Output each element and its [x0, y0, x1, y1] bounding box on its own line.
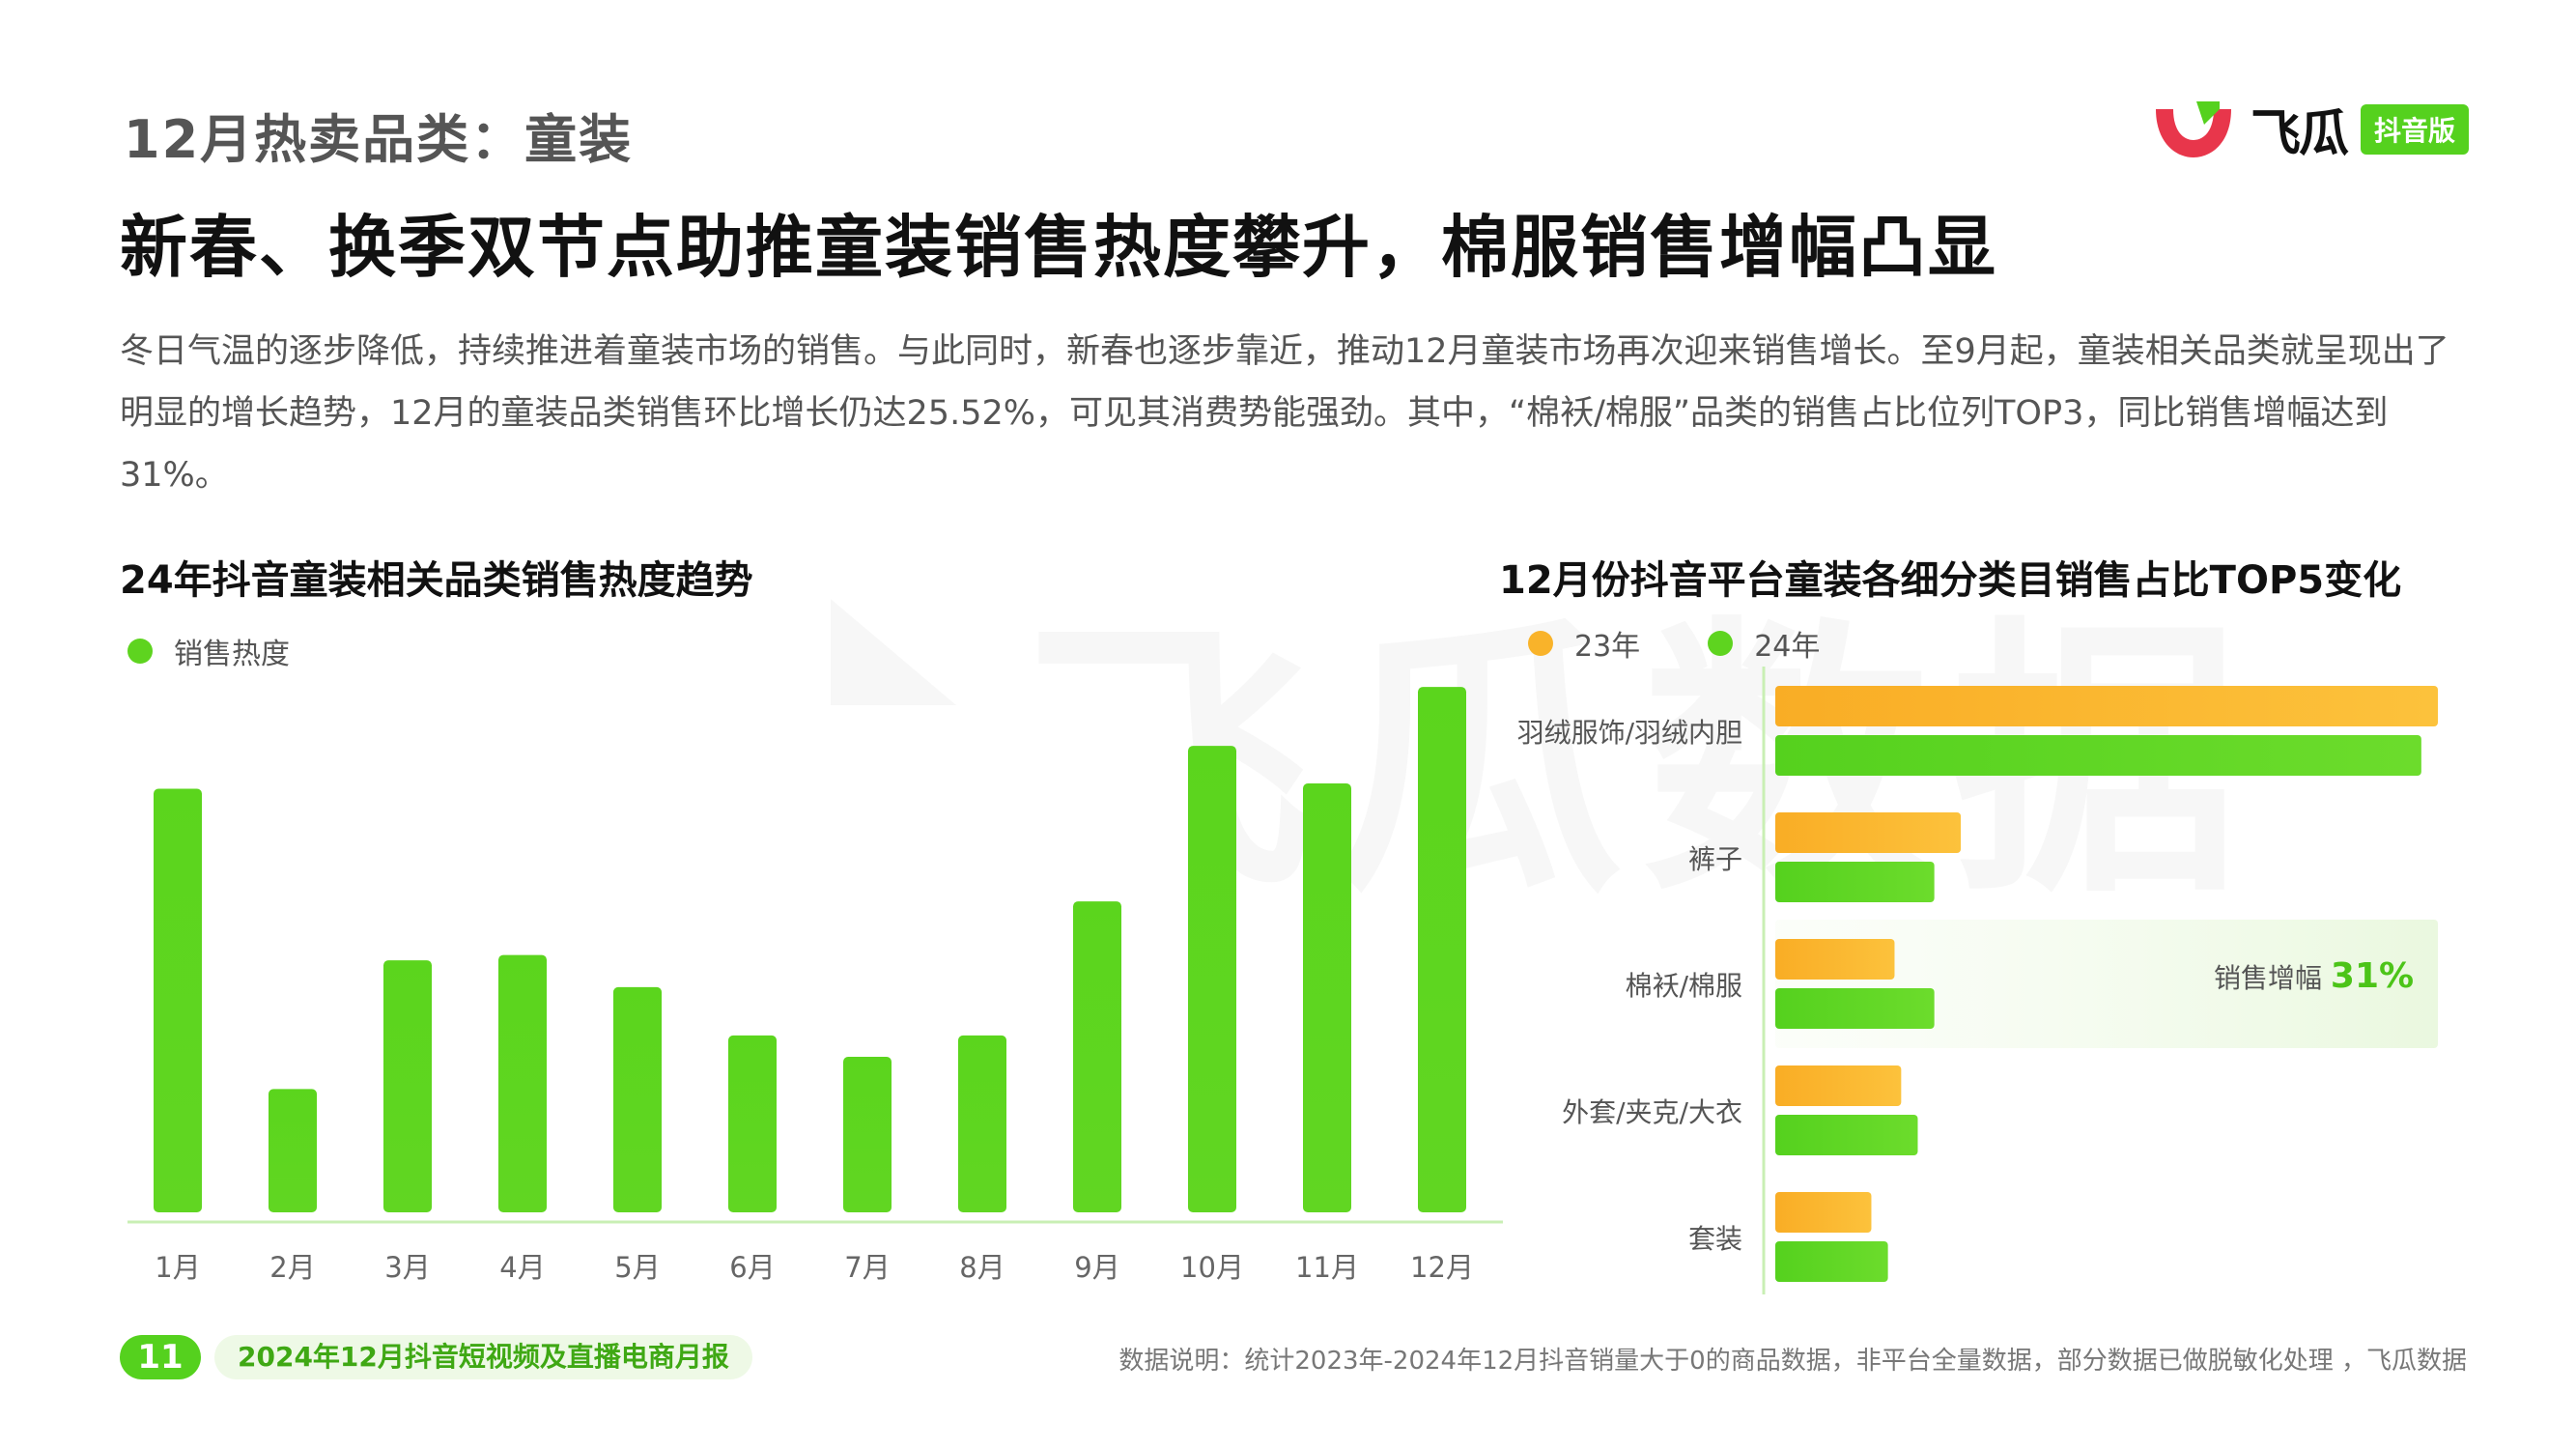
highlight-label: 销售增幅 31%	[2214, 956, 2414, 996]
x-tick-label: 9月	[1074, 1251, 1119, 1284]
bar-7月	[843, 1057, 892, 1212]
y-tick-label: 羽绒服饰/羽绒内胆	[1517, 717, 1742, 749]
legend-item-23: 23年	[1528, 622, 1640, 665]
intro-paragraph: 冬日气温的逐步降低，持续推进着童装市场的销售。与此同时，新春也逐步靠近，推动12…	[120, 332, 2449, 495]
left-chart-legend: 销售热度	[127, 630, 290, 672]
legend-dot-24	[1708, 631, 1734, 656]
page-number: 11	[120, 1335, 201, 1379]
bar-23年-外套/夹克/大衣	[1775, 1065, 1902, 1106]
left-chart-title: 24年抖音童装相关品类销售热度趋势	[120, 558, 753, 603]
bar-11月	[1303, 783, 1351, 1212]
bar-4月	[498, 954, 547, 1212]
feigua-logo-icon	[2156, 100, 2231, 157]
bar-24年-外套/夹克/大衣	[1775, 1115, 1918, 1155]
right-chart-legend: 23年 24年	[1528, 622, 1820, 665]
monthly-heat-bar-chart: 1月 2月 3月 4月 5月 6月 7月 8月 9月 10月 11月 12月	[127, 687, 1503, 1284]
legend-label-23: 23年	[1574, 630, 1641, 664]
bar-10月	[1188, 746, 1236, 1212]
report-name: 2024年12月抖音短视频及直播电商月报	[214, 1335, 752, 1379]
bar-3月	[383, 960, 432, 1212]
bar-12月	[1418, 687, 1466, 1212]
bar-23年-棉袄/棉服	[1775, 939, 1895, 980]
y-tick-label: 外套/夹克/大衣	[1562, 1096, 1742, 1128]
y-tick-label: 裤子	[1688, 843, 1742, 875]
bar-24年-羽绒服饰/羽绒内胆	[1775, 735, 2421, 776]
x-tick-label: 1月	[155, 1251, 200, 1284]
bar-24年-套装	[1775, 1241, 1888, 1282]
brand-badge: 抖音版	[2361, 103, 2470, 155]
bar-6月	[728, 1035, 777, 1212]
x-tick-label: 3月	[384, 1251, 430, 1284]
right-chart-title: 12月份抖音平台童装各细分类目销售占比TOP5变化	[1499, 558, 2402, 603]
section-tag: 12月热卖品类：童装	[124, 109, 634, 170]
x-tick-label: 5月	[614, 1251, 660, 1284]
bar-8月	[958, 1035, 1006, 1212]
highlight-value: 31%	[2331, 956, 2414, 996]
y-tick-label: 套装	[1688, 1223, 1742, 1255]
highlight-band	[1775, 920, 2438, 1048]
x-tick-label: 4月	[499, 1251, 545, 1284]
legend-item-24: 24年	[1708, 622, 1820, 665]
bar-1月	[154, 788, 202, 1212]
bar-23年-羽绒服饰/羽绒内胆	[1775, 686, 2438, 726]
bar-9月	[1073, 901, 1121, 1212]
y-tick-label: 棉袄/棉服	[1626, 970, 1742, 1002]
bar-23年-套装	[1775, 1192, 1872, 1233]
legend-label-24: 24年	[1754, 630, 1821, 664]
legend-dot-23	[1528, 631, 1553, 656]
x-tick-label: 11月	[1295, 1251, 1359, 1284]
x-tick-label: 2月	[269, 1251, 315, 1284]
x-tick-label: 8月	[959, 1251, 1005, 1284]
legend-label: 销售热度	[174, 638, 290, 671]
data-note: 数据说明：统计2023年-2024年12月抖音销量大于0的商品数据，非平台全量数…	[1118, 1347, 2467, 1376]
x-tick-label: 12月	[1410, 1251, 1474, 1284]
bar-2月	[269, 1089, 317, 1212]
bar-5月	[613, 986, 662, 1212]
page-title: 新春、换季双节点助推童装销售热度攀升，棉服销售增幅凸显	[120, 208, 1997, 287]
x-tick-label: 10月	[1180, 1251, 1244, 1284]
brand-name: 飞瓜	[2250, 105, 2349, 163]
legend-dot	[127, 639, 153, 664]
bar-24年-裤子	[1775, 862, 1935, 902]
bar-24年-棉袄/棉服	[1775, 988, 1935, 1029]
x-tick-label: 6月	[729, 1251, 775, 1284]
brand-logo: 飞瓜 抖音版	[2150, 93, 2470, 165]
bar-23年-裤子	[1775, 812, 1962, 853]
x-tick-label: 7月	[844, 1251, 890, 1284]
